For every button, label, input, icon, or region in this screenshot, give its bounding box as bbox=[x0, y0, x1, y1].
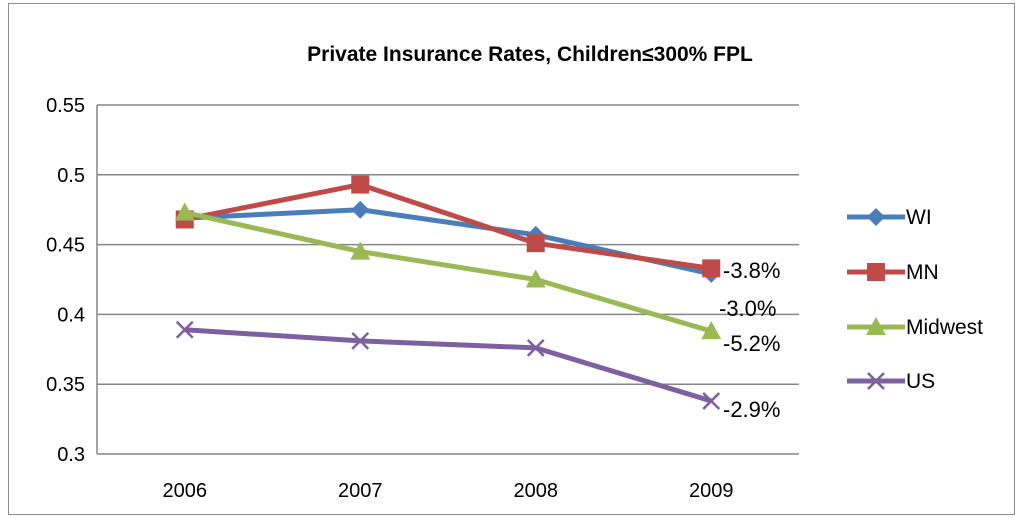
y-tick-label: 0.4 bbox=[57, 304, 85, 326]
data-point-marker bbox=[867, 208, 885, 226]
series-midwest bbox=[174, 202, 722, 340]
data-point-marker bbox=[174, 202, 195, 221]
series-line bbox=[184, 210, 712, 334]
series-lines bbox=[174, 175, 722, 410]
data-point-marker bbox=[350, 241, 371, 260]
data-point-marker bbox=[351, 175, 370, 194]
x-tick-label: 2006 bbox=[163, 480, 208, 502]
legend-label: MN bbox=[906, 261, 939, 284]
series-line bbox=[184, 182, 712, 271]
grid-lines bbox=[96, 104, 799, 455]
data-point-marker bbox=[702, 392, 721, 410]
y-tick-label: 0.5 bbox=[57, 165, 85, 187]
y-tick-label: 0.55 bbox=[46, 95, 85, 117]
data-point-marker bbox=[351, 332, 370, 350]
legend-label: Midwest bbox=[906, 316, 983, 339]
y-tick-label: 0.3 bbox=[57, 444, 85, 466]
data-point-marker bbox=[351, 200, 370, 219]
percent-change-label: -5.2% bbox=[723, 331, 780, 356]
data-point-marker bbox=[525, 269, 546, 288]
data-point-marker bbox=[701, 321, 722, 340]
data-point-marker bbox=[867, 263, 885, 281]
data-point-marker bbox=[526, 339, 545, 357]
percent-change-label: -3.8% bbox=[723, 258, 780, 283]
data-point-marker bbox=[866, 317, 886, 335]
legend-item-wi: WI bbox=[847, 206, 932, 229]
y-tick-label: 0.35 bbox=[46, 374, 85, 396]
y-axis-tick-labels: 0.3 0.35 0.4 0.45 0.5 0.55 bbox=[46, 95, 85, 466]
legend-label: US bbox=[906, 370, 935, 393]
data-point-marker bbox=[702, 259, 721, 278]
y-tick-label: 0.45 bbox=[46, 235, 85, 257]
data-point-marker bbox=[526, 234, 545, 253]
line-chart: Private Insurance Rates, Children≤300% F… bbox=[46, 43, 983, 502]
data-point-marker bbox=[867, 372, 885, 390]
x-axis-tick-labels: 2006 2007 2008 2009 bbox=[163, 480, 734, 502]
data-point-marker bbox=[175, 320, 194, 339]
chart-frame: Private Insurance Rates, Children≤300% F… bbox=[8, 3, 1015, 515]
legend-item-midwest: Midwest bbox=[847, 316, 983, 339]
series-us bbox=[175, 320, 721, 410]
x-tick-label: 2009 bbox=[689, 480, 734, 502]
x-tick-label: 2008 bbox=[514, 480, 559, 502]
legend-item-us: US bbox=[847, 370, 935, 393]
legend-label: WI bbox=[906, 206, 932, 229]
percent-change-annotations: -3.8% -3.0% -5.2% -2.9% bbox=[719, 258, 780, 422]
legend-item-mn: MN bbox=[847, 261, 939, 284]
x-tick-label: 2007 bbox=[338, 480, 383, 502]
legend: WI MN Midwest US bbox=[847, 206, 983, 393]
percent-change-label: -3.0% bbox=[719, 296, 776, 321]
chart-title: Private Insurance Rates, Children≤300% F… bbox=[307, 43, 753, 66]
series-line bbox=[184, 327, 712, 404]
percent-change-label: -2.9% bbox=[723, 397, 780, 422]
